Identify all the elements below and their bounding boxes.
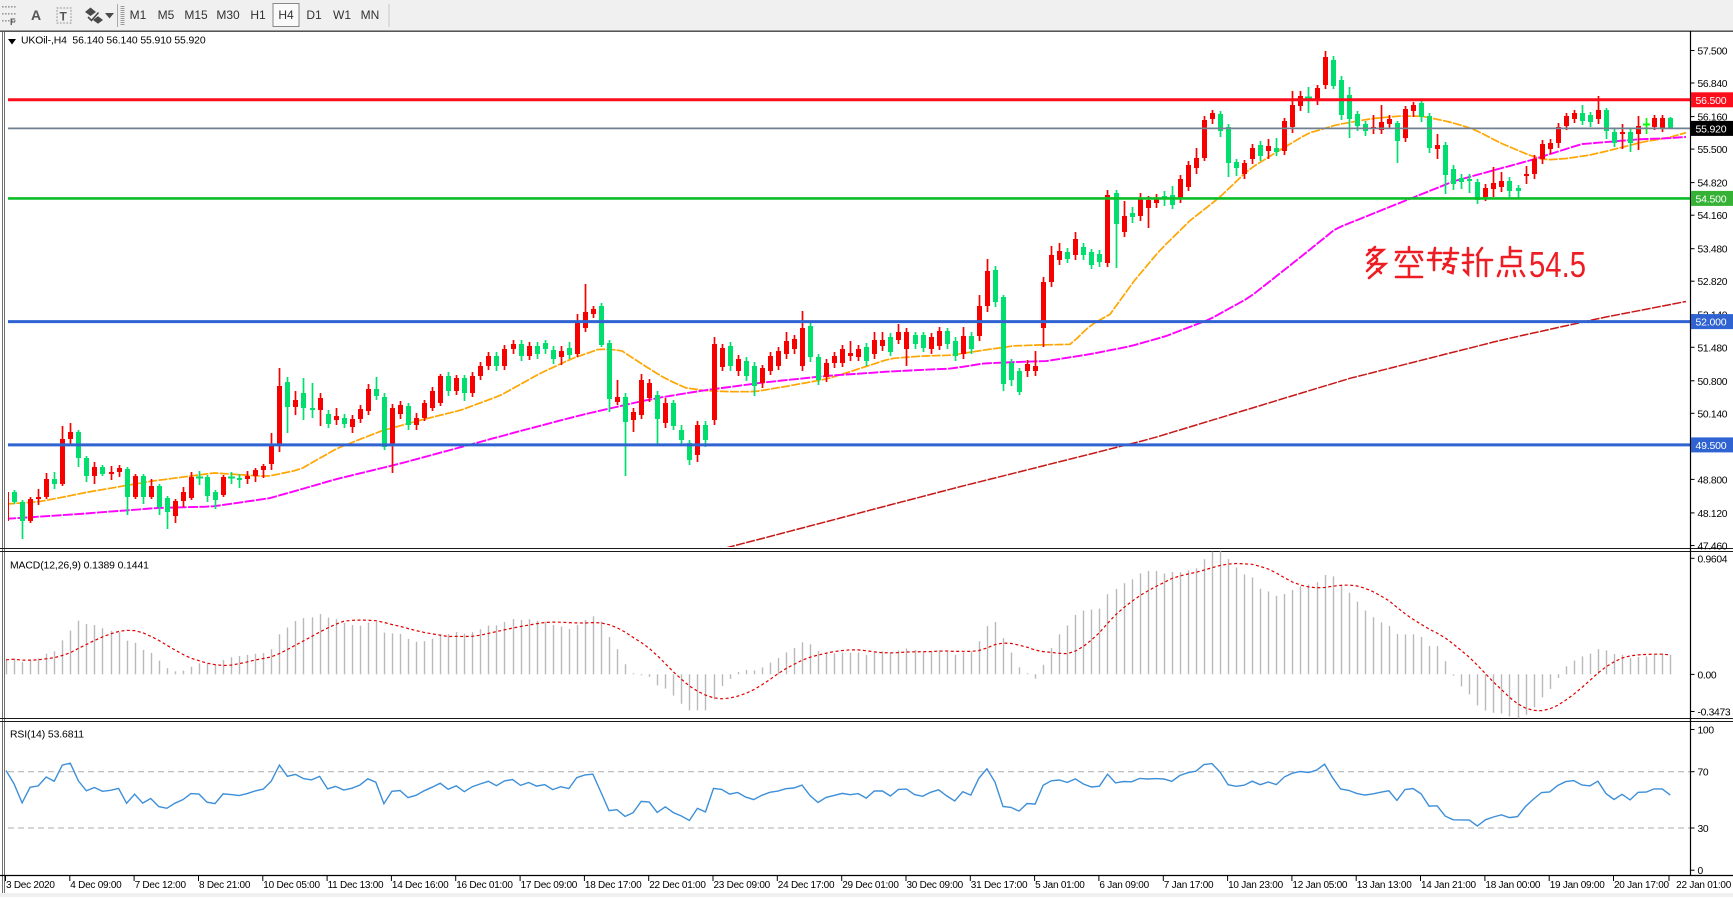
svg-text:22 Dec 01:00: 22 Dec 01:00 [649, 880, 706, 891]
svg-text:17 Dec 09:00: 17 Dec 09:00 [521, 880, 578, 891]
svg-text:29 Dec 01:00: 29 Dec 01:00 [842, 880, 899, 891]
svg-text:54.500: 54.500 [1696, 193, 1727, 205]
svg-text:14 Dec 16:00: 14 Dec 16:00 [392, 880, 449, 891]
svg-text:56.160: 56.160 [1698, 113, 1728, 124]
svg-text:F: F [10, 17, 16, 27]
svg-text:M1: M1 [130, 8, 147, 22]
svg-text:48.800: 48.800 [1698, 475, 1728, 486]
svg-text:11 Dec 13:00: 11 Dec 13:00 [328, 880, 384, 891]
svg-text:12 Jan 05:00: 12 Jan 05:00 [1292, 880, 1348, 891]
svg-text:51.480: 51.480 [1698, 343, 1728, 354]
svg-text:H4: H4 [278, 8, 294, 22]
svg-text:T: T [60, 10, 68, 24]
svg-text:W1: W1 [333, 8, 351, 22]
svg-text:-0.3473: -0.3473 [1698, 708, 1731, 719]
svg-text:D1: D1 [306, 8, 322, 22]
svg-text:53.480: 53.480 [1698, 245, 1728, 256]
svg-text:10 Dec 05:00: 10 Dec 05:00 [263, 880, 320, 891]
svg-text:18 Jan 00:00: 18 Jan 00:00 [1485, 880, 1541, 891]
svg-text:M30: M30 [216, 8, 240, 22]
svg-text:H1: H1 [250, 8, 266, 22]
svg-text:23 Dec 09:00: 23 Dec 09:00 [714, 880, 771, 891]
svg-text:54.820: 54.820 [1698, 179, 1728, 190]
svg-text:5 Jan 01:00: 5 Jan 01:00 [1035, 880, 1085, 891]
svg-text:4 Dec 09:00: 4 Dec 09:00 [70, 880, 122, 891]
svg-text:55.920: 55.920 [1696, 123, 1727, 135]
svg-text:8 Dec 21:00: 8 Dec 21:00 [199, 880, 251, 891]
svg-text:0.00: 0.00 [1698, 670, 1717, 681]
svg-text:56.500: 56.500 [1696, 95, 1727, 107]
svg-text:55.500: 55.500 [1698, 145, 1728, 156]
svg-text:50.800: 50.800 [1698, 377, 1728, 388]
svg-text:52.820: 52.820 [1698, 277, 1728, 288]
svg-text:19 Jan 09:00: 19 Jan 09:00 [1550, 880, 1606, 891]
svg-text:30: 30 [1698, 824, 1709, 835]
svg-text:RSI(14) 53.6811: RSI(14) 53.6811 [10, 730, 84, 741]
svg-text:UKOil-,H4 56.140 56.140 55.91: UKOil-,H4 56.140 56.140 55.910 55.920 [21, 36, 206, 47]
svg-text:13 Jan 13:00: 13 Jan 13:00 [1357, 880, 1413, 891]
svg-text:70: 70 [1698, 768, 1709, 779]
svg-text:24 Dec 17:00: 24 Dec 17:00 [778, 880, 835, 891]
svg-text:50.140: 50.140 [1698, 409, 1728, 420]
svg-text:0.9604: 0.9604 [1698, 554, 1728, 565]
svg-text:A: A [31, 7, 41, 23]
svg-text:56.840: 56.840 [1698, 79, 1728, 90]
svg-text:7 Dec 12:00: 7 Dec 12:00 [135, 880, 187, 891]
svg-text:30 Dec 09:00: 30 Dec 09:00 [907, 880, 964, 891]
svg-text:0: 0 [1698, 866, 1704, 877]
svg-text:10 Jan 23:00: 10 Jan 23:00 [1228, 880, 1284, 891]
svg-text:M5: M5 [158, 8, 175, 22]
svg-text:20 Jan 17:00: 20 Jan 17:00 [1614, 880, 1670, 891]
svg-text:100: 100 [1698, 726, 1715, 737]
svg-text:22 Jan 01:00: 22 Jan 01:00 [1676, 880, 1732, 891]
svg-text:54.5: 54.5 [1529, 244, 1586, 285]
svg-text:16 Dec 01:00: 16 Dec 01:00 [456, 880, 513, 891]
svg-text:47.460: 47.460 [1698, 542, 1728, 553]
svg-text:14 Jan 21:00: 14 Jan 21:00 [1421, 880, 1477, 891]
svg-text:3 Dec 2020: 3 Dec 2020 [6, 880, 55, 891]
svg-text:49.500: 49.500 [1696, 440, 1727, 452]
svg-text:48.120: 48.120 [1698, 509, 1728, 520]
svg-text:18 Dec 17:00: 18 Dec 17:00 [585, 880, 642, 891]
svg-text:6 Jan 09:00: 6 Jan 09:00 [1099, 880, 1149, 891]
svg-text:M15: M15 [184, 8, 208, 22]
svg-text:31 Dec 17:00: 31 Dec 17:00 [971, 880, 1028, 891]
svg-text:52.000: 52.000 [1696, 317, 1727, 329]
svg-text:MACD(12,26,9) 0.1389 0.1441: MACD(12,26,9) 0.1389 0.1441 [10, 561, 149, 572]
svg-text:54.160: 54.160 [1698, 211, 1728, 222]
svg-text:57.500: 57.500 [1698, 47, 1728, 58]
svg-text:MN: MN [361, 8, 380, 22]
svg-text:7 Jan 17:00: 7 Jan 17:00 [1164, 880, 1214, 891]
